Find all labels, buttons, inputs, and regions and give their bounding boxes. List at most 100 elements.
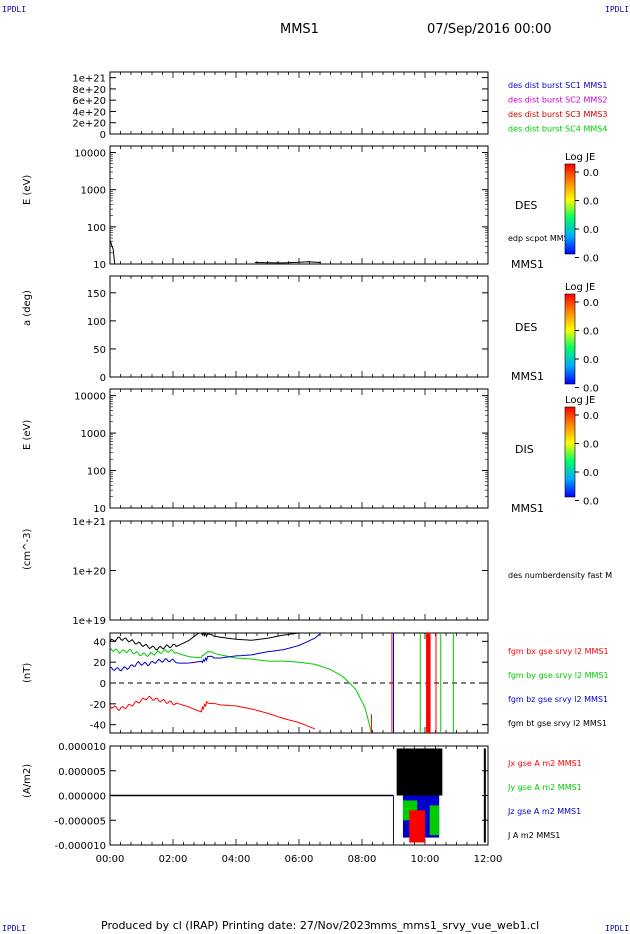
colorbar-title: Log JE: [565, 282, 595, 293]
y-tick-label: -0.000005: [55, 816, 106, 827]
series-line: [109, 632, 322, 672]
panel-frame: [109, 520, 489, 621]
colorbar-tick-label: 0.0: [583, 225, 599, 236]
y-tick-label: 1000: [81, 429, 106, 440]
date-title: 07/Sep/2016 00:00: [427, 22, 552, 37]
spacecraft-label: MMS1: [511, 502, 544, 515]
panel-frame: [109, 145, 489, 265]
panel-frame: [109, 71, 489, 135]
y-axis-label: (nT): [22, 663, 33, 683]
series-line: [109, 646, 372, 734]
y-tick-label: 2e+20: [72, 119, 106, 130]
y-tick-label: 10: [93, 260, 106, 271]
x-tick-label: 08:00: [348, 854, 377, 865]
y-tick-label: 0.000010: [58, 742, 106, 753]
y-tick-label: 8e+20: [72, 85, 106, 96]
scpot-line: [109, 239, 116, 265]
y-tick-label: 0: [100, 130, 106, 141]
legend-entry: fgm by gse srvy l2 MMS1: [508, 671, 609, 680]
legend-entry: fgm bx gse srvy l2 MMS1: [508, 647, 609, 656]
panel-frame: [109, 275, 489, 378]
y-tick-label: 0.000005: [58, 767, 106, 778]
y-tick-label: -40: [90, 721, 106, 732]
colorbar-tick-label: 0.0: [583, 298, 599, 309]
spacecraft-label: MMS1: [511, 370, 544, 383]
legend-entry: des dist burst SC4 MMS4: [508, 125, 607, 134]
instrument-label: DES: [515, 321, 537, 334]
x-tick-label: 00:00: [96, 854, 125, 865]
legend-entry: J A m2 MMS1: [507, 831, 560, 840]
y-tick-label: 40: [93, 637, 106, 648]
y-tick-label: 1e+20: [72, 567, 106, 578]
y-tick-label: -20: [90, 700, 106, 711]
y-tick-label: 10000: [74, 392, 106, 403]
legend-entry: Jy gse A m2 MMS1: [507, 783, 582, 792]
colorbar: [564, 293, 576, 385]
corner-label-top-left: IPDLI: [2, 5, 27, 14]
colorbar-tick-label: 0.0: [583, 327, 599, 338]
spike-band: [426, 633, 431, 733]
colorbar-tick-label: 0.0: [583, 168, 599, 179]
y-tick-label: -0.000010: [55, 841, 106, 852]
legend-entry: Jx gse A m2 MMS1: [507, 759, 582, 768]
colorbar-tick-label: 0.0: [583, 497, 599, 508]
legend-entry: Jz gse A m2 MMS1: [507, 807, 581, 816]
y-tick-label: 50: [93, 345, 106, 356]
x-tick-label: 02:00: [159, 854, 188, 865]
colorbar-tick-label: 0.0: [583, 197, 599, 208]
overlay-label: edp scpot MMS1: [508, 234, 574, 243]
colorbar: [564, 163, 576, 255]
y-tick-label: 1e+21: [72, 517, 106, 528]
y-tick-label: 6e+20: [72, 96, 106, 107]
y-tick-label: 0: [100, 373, 106, 384]
footer-printing-date: Printing date: 27/Nov/2023: [222, 919, 371, 932]
y-tick-label: 4e+20: [72, 107, 106, 118]
spacecraft-title: MMS1: [280, 22, 319, 37]
y-tick-label: 1000: [81, 186, 106, 197]
corner-label-bottom-right: IPDLI: [605, 924, 630, 933]
footer-filename: mms_mms1_srvy_vue_web1.cl: [370, 919, 540, 932]
y-tick-label: 100: [87, 223, 106, 234]
instrument-label: DIS: [515, 443, 534, 456]
colorbar-tick-label: 0.0: [583, 254, 599, 265]
colorbar-title: Log JE: [565, 395, 595, 406]
y-axis-label: E (eV): [22, 420, 33, 450]
y-tick-label: 100: [87, 467, 106, 478]
legend-entry: des dist burst SC2 MMS2: [508, 96, 607, 105]
activity-black: [396, 748, 443, 796]
corner-label-bottom-left: IPDLI: [2, 924, 27, 933]
series-line: [109, 631, 306, 651]
panel-frame: [109, 388, 489, 509]
y-tick-label: 1e+21: [72, 74, 106, 85]
y-tick-label: 20: [93, 658, 106, 669]
corner-label-top-right: IPDLI: [605, 5, 630, 14]
y-tick-label: 0: [100, 679, 106, 690]
spacecraft-label: MMS1: [511, 258, 544, 271]
colorbar-tick-label: 0.0: [583, 384, 599, 395]
x-tick-label: 04:00: [222, 854, 251, 865]
legend-entry: des numberdensity fast M: [508, 571, 612, 580]
activity-red: [409, 810, 425, 843]
legend-entry: fgm bz gse srvy l2 MMS1: [508, 695, 608, 704]
legend-entry: des dist burst SC1 MMS1: [508, 81, 607, 90]
y-axis-label: E (eV): [22, 175, 33, 205]
x-tick-label: 12:00: [474, 854, 503, 865]
colorbar: [564, 406, 576, 498]
y-tick-label: 10000: [74, 149, 106, 160]
legend-entry: des dist burst SC3 MMS3: [508, 110, 607, 119]
x-tick-label: 06:00: [285, 854, 314, 865]
colorbar-title: Log JE: [565, 152, 595, 163]
y-tick-label: 150: [87, 289, 106, 300]
series-line: [109, 695, 315, 730]
activity-green: [429, 805, 440, 836]
y-tick-label: 1e+19: [72, 616, 106, 627]
y-tick-label: 0.000000: [58, 792, 106, 803]
colorbar-tick-label: 0.0: [583, 468, 599, 479]
colorbar-tick-label: 0.0: [583, 411, 599, 422]
footer-produced-by: Produced by cl (IRAP): [101, 919, 219, 932]
y-tick-label: 10: [93, 504, 106, 515]
x-tick-label: 10:00: [411, 854, 440, 865]
y-tick-label: 100: [87, 317, 106, 328]
legend-entry: fgm bt gse srvy l2 MMS1: [508, 719, 607, 728]
